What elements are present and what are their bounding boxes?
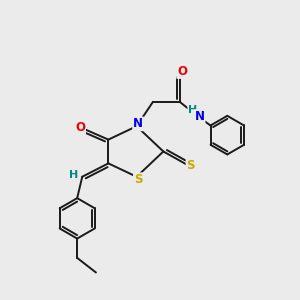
Text: H: H bbox=[188, 106, 197, 116]
Text: N: N bbox=[133, 117, 143, 130]
Text: O: O bbox=[177, 65, 187, 78]
Text: S: S bbox=[187, 159, 195, 172]
Text: H: H bbox=[69, 170, 78, 180]
Text: N: N bbox=[195, 110, 205, 123]
Text: O: O bbox=[75, 121, 85, 134]
Text: S: S bbox=[134, 173, 142, 186]
